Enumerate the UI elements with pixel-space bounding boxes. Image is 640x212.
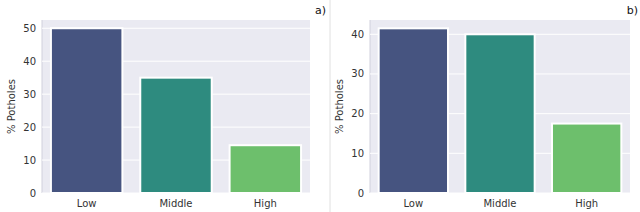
x-tick-label: Middle bbox=[483, 198, 516, 209]
y-tick-label: 0 bbox=[30, 188, 36, 199]
panel: 0 10 20 30 40 50 Low Middle High % Potholes a) bbox=[6, 4, 326, 209]
bar bbox=[465, 34, 534, 193]
y-tick-label: 40 bbox=[351, 29, 364, 40]
bar bbox=[140, 78, 211, 193]
x-tick-label: High bbox=[575, 198, 598, 209]
figure: 0 10 20 30 40 50 Low Middle High % Potholes a) 0 10 2… bbox=[0, 0, 640, 212]
y-tick-label: 50 bbox=[23, 23, 36, 34]
y-tick-label: 20 bbox=[351, 108, 364, 119]
x-tick-label: High bbox=[254, 198, 277, 209]
x-tick-label: Low bbox=[403, 198, 423, 209]
y-tick-label: 0 bbox=[358, 188, 364, 199]
x-tick-label: Middle bbox=[159, 198, 192, 209]
y-axis bbox=[42, 20, 43, 193]
root: 0 10 20 30 40 50 Low Middle High % Potholes a) 0 10 2… bbox=[0, 0, 640, 212]
y-axis-label: % Potholes bbox=[334, 79, 345, 134]
y-tick-label: 30 bbox=[23, 89, 36, 100]
bars bbox=[51, 28, 301, 193]
bar bbox=[552, 124, 621, 193]
panel-title: a) bbox=[315, 4, 326, 17]
bar bbox=[51, 28, 122, 193]
y-axis-label: % Potholes bbox=[6, 79, 17, 134]
y-tick-label: 30 bbox=[351, 68, 364, 79]
plot-background bbox=[42, 20, 310, 193]
y-tick-label: 20 bbox=[23, 122, 36, 133]
y-axis bbox=[370, 20, 371, 193]
bar bbox=[230, 145, 301, 193]
plot-background bbox=[370, 20, 630, 193]
y-tick-label: 10 bbox=[23, 155, 36, 166]
bar bbox=[379, 28, 448, 193]
y-tick-label: 10 bbox=[351, 148, 364, 159]
divider bbox=[330, 0, 331, 212]
bars bbox=[379, 28, 622, 193]
panel-title: b) bbox=[627, 4, 638, 17]
y-tick-label: 40 bbox=[23, 56, 36, 67]
panel: 0 10 20 30 40 Low Middle High % Potholes b) bbox=[334, 4, 638, 209]
x-tick-label: Low bbox=[77, 198, 97, 209]
